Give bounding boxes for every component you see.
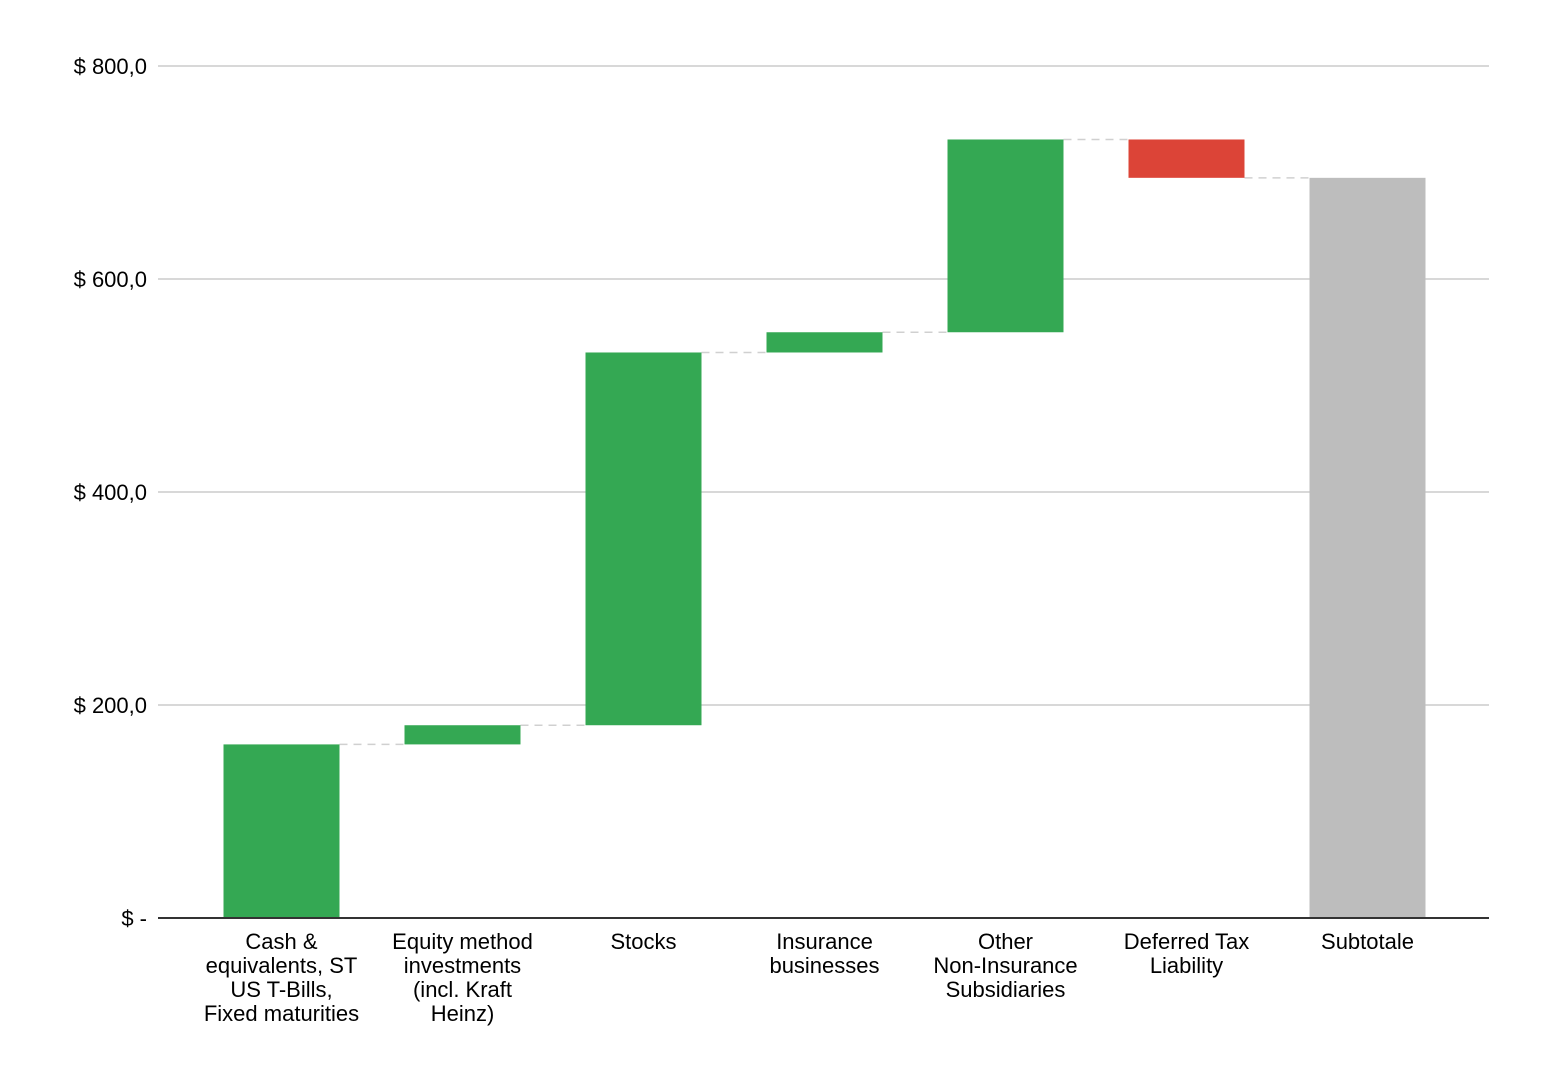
bar-7-total — [1309, 177, 1426, 918]
x-category-label: Deferred Tax Liability — [1124, 929, 1250, 978]
x-category-label-line: Cash & — [245, 929, 317, 954]
x-category-label-line: (incl. Kraft — [413, 977, 512, 1002]
y-tick-label: $ 400,0 — [74, 480, 147, 505]
y-tick-label: $ - — [121, 906, 147, 931]
x-category-label-line: Non-Insurance — [933, 953, 1077, 978]
grid-layer — [158, 65, 1489, 706]
x-axis-category-labels: Cash & equivalents, ST US T-Bills, Fixed ma… — [204, 929, 1414, 1026]
y-tick-label: $ 600,0 — [74, 267, 147, 292]
y-tick-label: $ 800,0 — [74, 54, 147, 79]
x-category-label-line: Equity method — [392, 929, 533, 954]
x-category-label: Stocks — [610, 929, 676, 954]
x-category-label-line: Liability — [1150, 953, 1223, 978]
x-category-label: Subtotale — [1321, 929, 1414, 954]
bar-2-increase — [404, 725, 521, 745]
x-category-label-line: Subsidiaries — [946, 977, 1066, 1002]
y-axis-tick-labels: $ - $ 200,0 $ 400,0 $ 600,0 $ 800,0 — [74, 54, 147, 931]
x-category-label-line: Subtotale — [1321, 929, 1414, 954]
bar-4-increase — [766, 332, 883, 353]
bar-5-increase — [947, 139, 1064, 333]
x-category-label: Insurance businesses — [769, 929, 879, 978]
x-category-label-line: US T-Bills, — [230, 977, 332, 1002]
x-category-label-line: Deferred Tax — [1124, 929, 1250, 954]
x-category-label: Cash & equivalents, ST US T-Bills, Fixed ma… — [204, 929, 359, 1026]
x-category-label-line: Other — [978, 929, 1033, 954]
bar-6-decrease — [1128, 139, 1245, 178]
x-category-label-line: businesses — [769, 953, 879, 978]
x-category-label: Equity method investments (incl. Kraft Hein… — [392, 929, 533, 1026]
x-category-label-line: Stocks — [610, 929, 676, 954]
x-category-label-line: equivalents, ST — [206, 953, 358, 978]
bar-layer — [223, 139, 1426, 918]
x-category-label: Other Non-Insurance Subsidiaries — [933, 929, 1077, 1002]
bar-1-increase — [223, 744, 340, 918]
x-category-label-line: investments — [404, 953, 521, 978]
connector-layer — [339, 138, 1310, 746]
x-category-label-line: Fixed maturities — [204, 1001, 359, 1026]
x-category-label-line: Insurance — [776, 929, 873, 954]
y-tick-label: $ 200,0 — [74, 693, 147, 718]
bar-3-increase — [585, 352, 702, 726]
x-category-label-line: Heinz) — [431, 1001, 495, 1026]
